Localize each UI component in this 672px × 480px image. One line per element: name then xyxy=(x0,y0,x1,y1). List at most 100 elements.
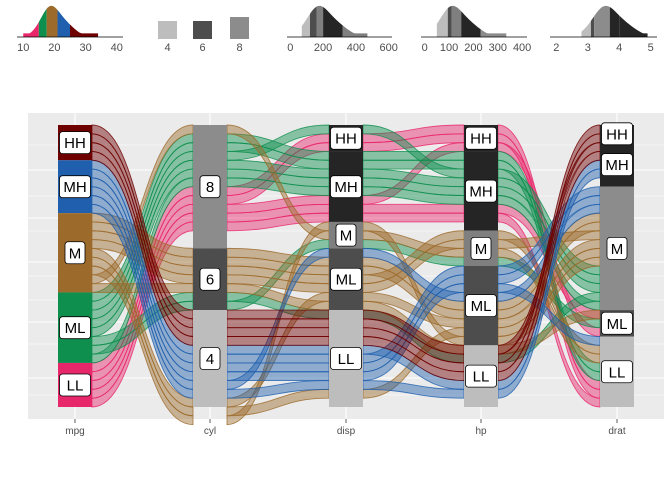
flow-ribbon xyxy=(226,353,330,364)
stratum-label-box xyxy=(601,122,633,146)
stratum-label-box xyxy=(465,179,497,203)
legend-density-segment xyxy=(461,11,481,37)
legend-density-segment xyxy=(594,5,610,37)
legend-density-segment xyxy=(447,5,452,38)
stratum-label-box xyxy=(59,175,91,199)
legend-tick-label: 10 xyxy=(17,42,29,54)
stratum-label: 4 xyxy=(206,351,214,368)
legend-tick-label: 3 xyxy=(585,42,591,54)
stratum-label-box xyxy=(606,236,628,260)
stratum-label: M xyxy=(69,245,82,262)
legend-density-segment xyxy=(23,22,39,37)
legend-tick-label: 400 xyxy=(513,42,531,54)
stratum-label-box xyxy=(59,316,91,340)
flow-ribbon xyxy=(226,344,330,355)
stratum-label: HH xyxy=(606,126,628,143)
stratum-label-box xyxy=(335,223,357,247)
legend-mpg: 10 20 30 40 xyxy=(17,5,123,54)
flow-ribbon xyxy=(91,265,194,426)
stratum-label-box xyxy=(59,373,91,397)
stratum-label-box xyxy=(199,175,221,199)
legend-area: 10 20 30 40 4 6 8 0 200 400 600 0 100 200 300 400 2 3 4 5 xyxy=(17,5,657,54)
legend-density-segment xyxy=(323,7,343,37)
stratum-label: ML xyxy=(471,298,492,315)
axis-strata: HH MH M ML LL 8 6 4 HH MH M ML LL HH MH M ML LL HH MH M ML LL xyxy=(58,122,634,407)
stratum-label-box xyxy=(601,311,633,335)
legend-density-segment xyxy=(70,24,99,37)
stratum-label-box xyxy=(465,364,497,388)
legend-tick-label: 100 xyxy=(440,42,458,54)
x-axis: mpg cyl disp hp drat xyxy=(65,419,626,437)
legend-tick-label: 5 xyxy=(648,42,654,54)
legend-hp: 0 100 200 300 400 xyxy=(421,5,531,54)
stratum-label: 6 xyxy=(206,272,214,289)
stratum-label: ML xyxy=(336,272,357,289)
legend-tick-label: 4 xyxy=(616,42,622,54)
stratum-label: 8 xyxy=(206,179,214,196)
legend-density-segment xyxy=(581,20,591,37)
legend-tick-label: 0 xyxy=(422,42,428,54)
stratum-label: LL xyxy=(609,364,626,381)
stratum-label-box xyxy=(199,267,221,291)
legend-density-segment xyxy=(590,16,595,37)
stratum-label-box xyxy=(199,347,221,370)
legend-disp: 0 200 400 600 xyxy=(287,5,398,54)
stratum-label: HH xyxy=(470,131,492,148)
flow-ribbon xyxy=(226,362,330,373)
x-axis-label-disp: disp xyxy=(337,426,356,437)
stratum-label: LL xyxy=(473,369,490,386)
legend-tick-label: 40 xyxy=(111,42,123,54)
flow-ribbon xyxy=(226,318,330,329)
legend-density-segment xyxy=(316,5,324,38)
stratum-label: HH xyxy=(64,135,86,152)
legend-tick-label: 400 xyxy=(347,42,365,54)
legend-square xyxy=(158,21,177,39)
x-axis-label-cyl: cyl xyxy=(204,426,216,437)
stratum-label: M xyxy=(340,228,353,245)
legend-tick-label: 8 xyxy=(236,42,242,54)
legend-drat: 2 3 4 5 xyxy=(550,5,657,54)
legend-cyl: 4 6 8 xyxy=(158,17,249,54)
legend-tick-label: 0 xyxy=(287,42,293,54)
stratum-label-box xyxy=(330,267,362,291)
legend-tick-label: 2 xyxy=(553,42,559,54)
stratum-label-box xyxy=(330,347,362,370)
stratum-label: MH xyxy=(334,179,357,196)
legend-square xyxy=(193,21,212,39)
stratum-label: ML xyxy=(607,316,628,333)
stratum-label-box xyxy=(465,126,497,150)
stratum-label: MH xyxy=(469,184,492,201)
legend-tick-label: 200 xyxy=(314,42,332,54)
stratum-label: LL xyxy=(67,377,84,394)
legend-tick-label: 20 xyxy=(48,42,60,54)
stratum-label: M xyxy=(475,241,488,258)
stratum-label: MH xyxy=(605,157,628,174)
legend-density-segment xyxy=(301,13,310,37)
legend-tick-label: 600 xyxy=(380,42,398,54)
legend-density-segment xyxy=(480,29,507,37)
stratum-label-box xyxy=(465,294,497,318)
stratum-label: ML xyxy=(65,320,86,337)
legend-density-segment xyxy=(451,5,462,37)
stratum-label-box xyxy=(64,241,86,265)
legend-density-segment xyxy=(46,5,58,38)
flow-ribbon xyxy=(226,327,330,337)
legend-density-segment xyxy=(38,8,47,37)
x-axis-label-hp: hp xyxy=(475,426,487,437)
legend-density-segment xyxy=(309,6,317,37)
flow-ribbon xyxy=(226,309,330,320)
legend-tick-label: 4 xyxy=(164,42,170,54)
stratum-label: LL xyxy=(338,351,355,368)
legend-square xyxy=(230,17,249,39)
legend-tick-label: 6 xyxy=(199,42,205,54)
flow-ribbon xyxy=(362,203,465,214)
legend-tick-label: 300 xyxy=(489,42,507,54)
stratum-label-box xyxy=(601,153,633,177)
stratum-label-box xyxy=(59,131,91,155)
legend-density-segment xyxy=(342,25,368,37)
x-axis-label-drat: drat xyxy=(608,426,625,437)
stratum-label: HH xyxy=(335,131,357,148)
stratum-label: M xyxy=(611,241,624,258)
flow-ribbons xyxy=(91,124,601,426)
